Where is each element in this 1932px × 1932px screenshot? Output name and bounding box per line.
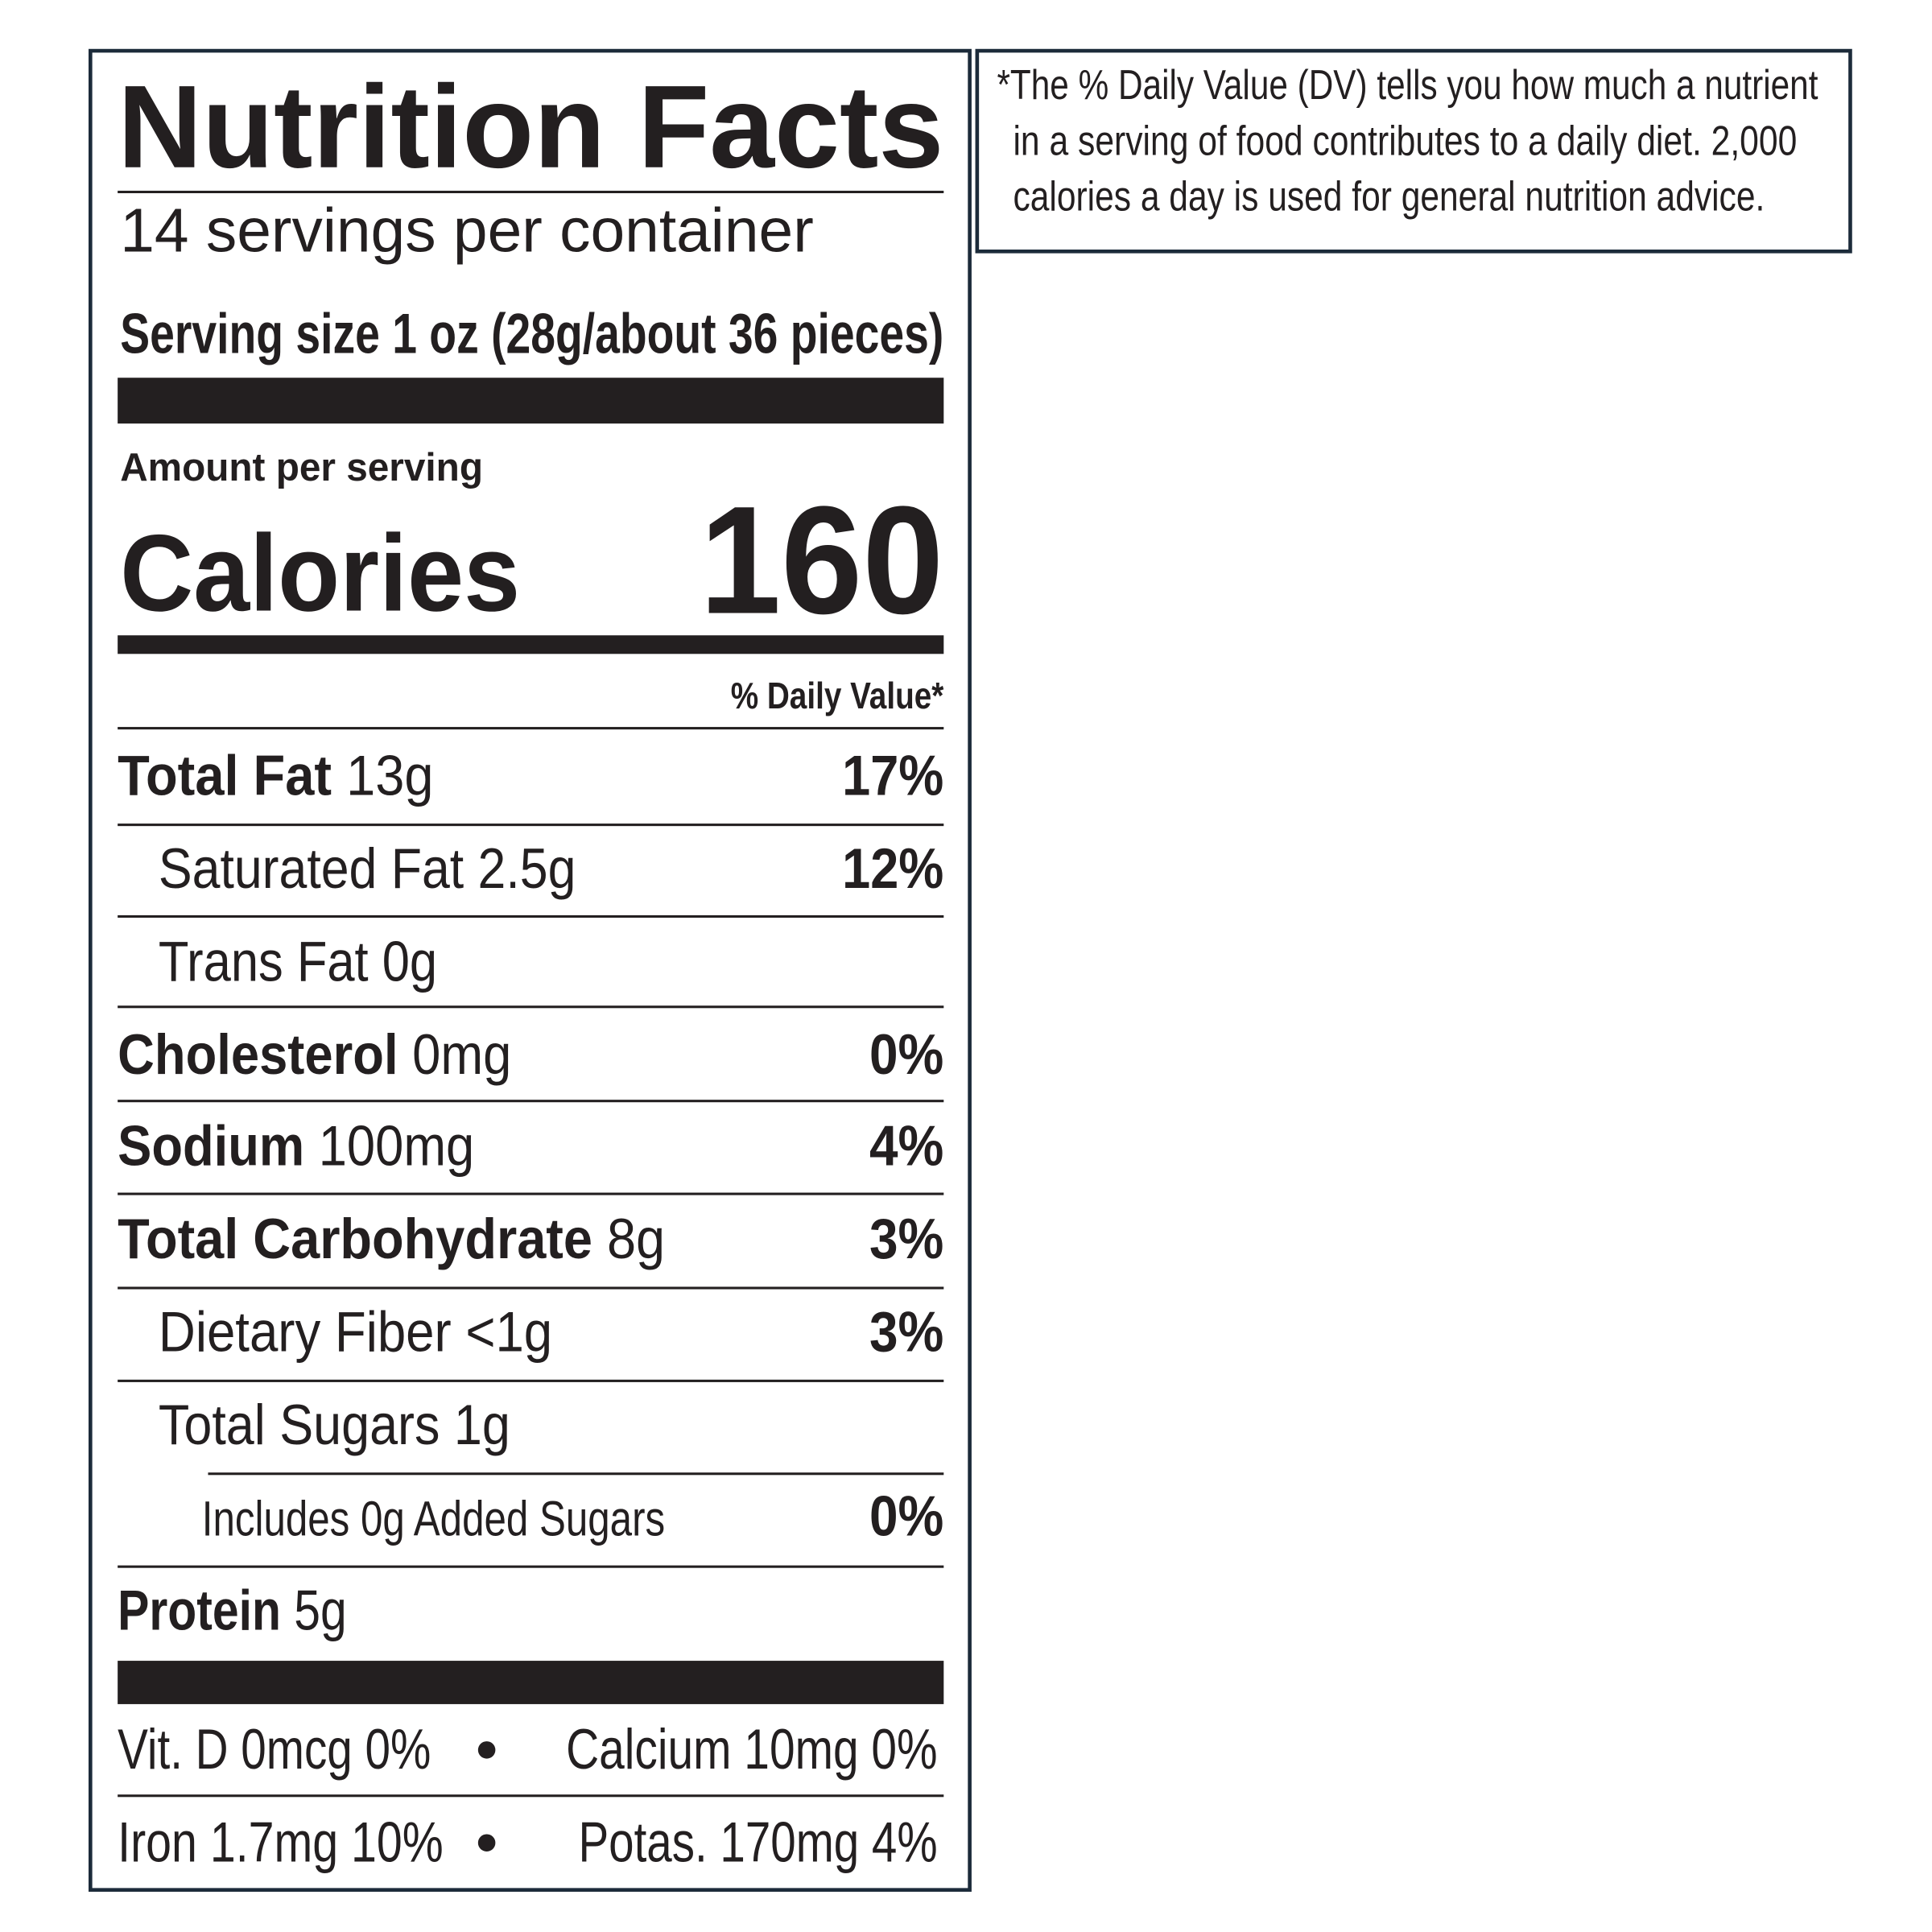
daily-value: 17% <box>842 744 943 807</box>
nutrient-name: Trans Fat <box>159 929 369 993</box>
nutrient: Total Fat 13g <box>118 744 433 807</box>
footnote-border <box>975 48 1852 254</box>
bullet <box>477 1834 496 1852</box>
daily-value: 12% <box>842 836 943 900</box>
vitamin: Potas. 170mg 4% <box>578 1810 937 1873</box>
nutrient: Sodium 100mg <box>118 1114 474 1178</box>
daily-value: 0% <box>869 1022 943 1086</box>
nutrient-amount: 0mg <box>398 1022 512 1086</box>
nutrient-name: Total Fat <box>118 744 332 807</box>
rule <box>118 1286 944 1290</box>
label-border <box>89 48 972 1892</box>
rule <box>118 727 944 730</box>
daily-value: 0% <box>869 1484 943 1548</box>
nutrient-amount: 100mg <box>304 1114 474 1178</box>
nutrient: Total Sugars 1g <box>159 1393 510 1456</box>
nutrient-amount: 2.5g <box>464 836 576 900</box>
nutrient-name: Saturated Fat <box>159 836 464 900</box>
nutrient-amount: <1g <box>452 1299 552 1363</box>
nutrient-amount: 0g <box>369 929 437 993</box>
dv-header: % Daily Value* <box>731 675 944 716</box>
rule <box>118 824 944 827</box>
footnote-line: calories a day is used for general nutri… <box>1013 174 1765 221</box>
vitamin: Iron 1.7mg 10% <box>118 1810 444 1873</box>
footnote-line: in a serving of food contributes to a da… <box>1013 118 1797 164</box>
calories-value: 160 <box>700 475 943 646</box>
footnote-line: *The % Daily Value (DV) tells you how mu… <box>997 62 1818 109</box>
nutrient-name: Cholesterol <box>118 1022 398 1086</box>
rule <box>118 914 944 918</box>
nutrient: Includes 0g Added Sugars <box>202 1492 665 1547</box>
servings: 14 servings per container <box>120 196 814 265</box>
rule <box>208 1472 944 1476</box>
serving-size: Serving size 1 oz (28g/about 36 pieces) <box>120 301 943 365</box>
vitamin: Vit. D 0mcg 0% <box>118 1717 431 1781</box>
rule <box>118 1100 944 1103</box>
nutrient-amount: 1g <box>440 1393 510 1456</box>
thick-rule <box>118 378 944 424</box>
rule <box>118 1005 944 1009</box>
nutrient-name: Sodium <box>118 1114 304 1178</box>
daily-value: 4% <box>869 1114 943 1178</box>
rule <box>118 1565 944 1568</box>
rule <box>118 1794 944 1798</box>
title: Nutrition Facts <box>118 61 943 192</box>
nutrient-name: Total Carbohydrate <box>118 1207 592 1270</box>
nutrient-amount: 13g <box>332 744 433 807</box>
nutrient: Cholesterol 0mg <box>118 1022 511 1086</box>
nutrient-name: Total Sugars <box>159 1393 440 1456</box>
nutrient-amount: 5g <box>281 1579 347 1642</box>
daily-value: 3% <box>869 1299 943 1363</box>
nutrient: Trans Fat 0g <box>159 929 437 993</box>
rule <box>118 190 944 193</box>
bullet <box>477 1741 496 1759</box>
nutrient-name: Dietary Fiber <box>159 1299 452 1363</box>
rule <box>118 1192 944 1195</box>
nutrient: Saturated Fat 2.5g <box>159 836 576 900</box>
thick-rule <box>118 1661 944 1704</box>
calories-label: Calories <box>120 511 520 634</box>
daily-value: 3% <box>869 1207 943 1270</box>
nutrient: Total Carbohydrate 8g <box>118 1207 665 1270</box>
medium-rule <box>118 635 944 654</box>
nutrient-name: Protein <box>118 1579 281 1642</box>
nutrient: Dietary Fiber <1g <box>159 1299 552 1363</box>
amount-per-serving: Amount per serving <box>120 445 483 489</box>
nutrient: Protein 5g <box>118 1579 347 1642</box>
rule <box>118 1379 944 1382</box>
nutrient-name: Includes 0g Added Sugars <box>202 1492 665 1547</box>
vitamin: Calcium 10mg 0% <box>566 1717 938 1781</box>
nutrient-amount: 8g <box>592 1207 665 1270</box>
